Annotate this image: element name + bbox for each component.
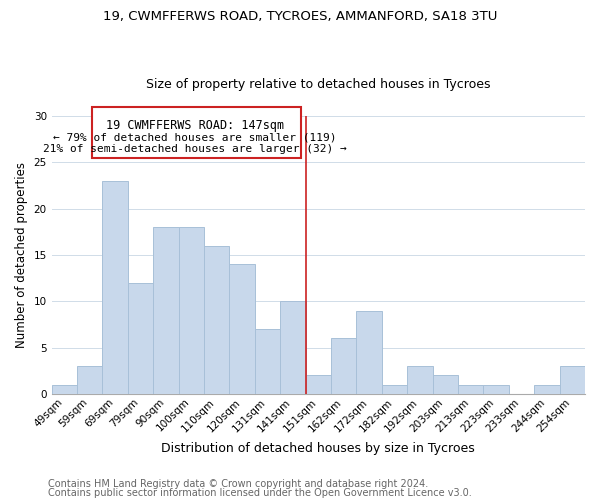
- Bar: [433, 376, 458, 394]
- Text: 19 CWMFFERWS ROAD: 147sqm: 19 CWMFFERWS ROAD: 147sqm: [106, 120, 284, 132]
- Bar: [560, 366, 585, 394]
- Bar: [484, 385, 509, 394]
- Bar: [255, 329, 280, 394]
- Bar: [356, 310, 382, 394]
- Bar: [153, 227, 179, 394]
- Bar: [280, 302, 305, 394]
- Text: 19, CWMFFERWS ROAD, TYCROES, AMMANFORD, SA18 3TU: 19, CWMFFERWS ROAD, TYCROES, AMMANFORD, …: [103, 10, 497, 23]
- Title: Size of property relative to detached houses in Tycroes: Size of property relative to detached ho…: [146, 78, 491, 91]
- Bar: [92, 106, 301, 158]
- Bar: [382, 385, 407, 394]
- Text: Contains public sector information licensed under the Open Government Licence v3: Contains public sector information licen…: [48, 488, 472, 498]
- Bar: [331, 338, 356, 394]
- Bar: [305, 376, 331, 394]
- Bar: [229, 264, 255, 394]
- Text: ← 79% of detached houses are smaller (119): ← 79% of detached houses are smaller (11…: [53, 132, 337, 142]
- Bar: [77, 366, 103, 394]
- Text: 21% of semi-detached houses are larger (32) →: 21% of semi-detached houses are larger (…: [43, 144, 347, 154]
- Bar: [204, 246, 229, 394]
- Y-axis label: Number of detached properties: Number of detached properties: [15, 162, 28, 348]
- Bar: [534, 385, 560, 394]
- Bar: [52, 385, 77, 394]
- Bar: [179, 227, 204, 394]
- Bar: [458, 385, 484, 394]
- Bar: [407, 366, 433, 394]
- Bar: [103, 180, 128, 394]
- X-axis label: Distribution of detached houses by size in Tycroes: Distribution of detached houses by size …: [161, 442, 475, 455]
- Bar: [128, 282, 153, 394]
- Text: Contains HM Land Registry data © Crown copyright and database right 2024.: Contains HM Land Registry data © Crown c…: [48, 479, 428, 489]
